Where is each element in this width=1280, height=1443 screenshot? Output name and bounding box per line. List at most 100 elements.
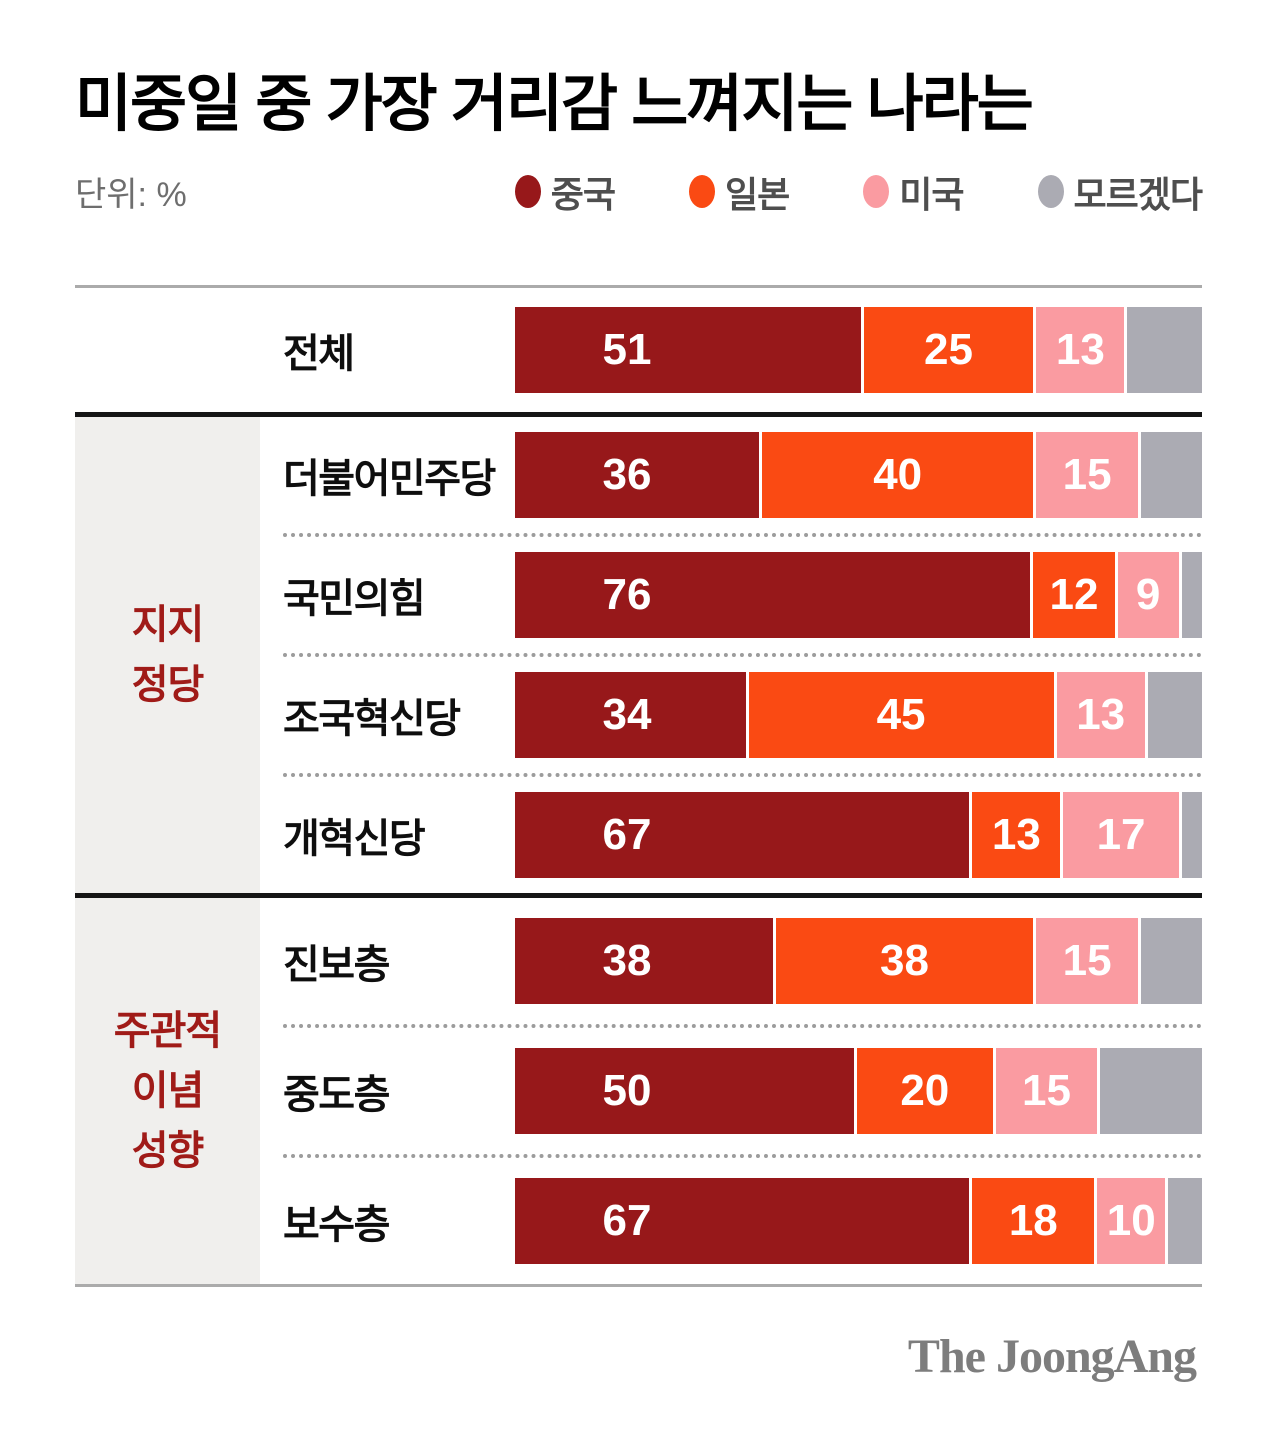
bar-segment-japan: 20 bbox=[857, 1047, 993, 1134]
bar-segment-usa: 15 bbox=[995, 1047, 1098, 1134]
bar-segment-unknown bbox=[1147, 671, 1202, 758]
chart-row: 전체 51 25 13 bbox=[260, 288, 1202, 412]
bar-segment-usa: 17 bbox=[1063, 791, 1179, 878]
row-label: 더불어민주당 bbox=[283, 456, 496, 501]
chart-group: 지지 정당 더불어민주당 36 40 15 국민의힘 76 12 9 조국혁신당 34 45 13 개혁신당… bbox=[75, 416, 1203, 893]
joongang-logo: The JoongAng bbox=[907, 1329, 1197, 1383]
segment-value: 38 bbox=[602, 935, 652, 985]
japan-dot-icon bbox=[689, 175, 716, 209]
stacked-bar: 38 38 15 bbox=[515, 917, 1202, 1004]
divider-gray-bottom bbox=[75, 1283, 1202, 1287]
segment-value: 10 bbox=[1106, 1195, 1156, 1245]
dotted-divider bbox=[283, 532, 1202, 537]
divider-black bbox=[75, 411, 1202, 417]
segment-value: 9 bbox=[1135, 569, 1161, 619]
legend-row: 단위: % 중국 일본 미국 모르겠다 bbox=[75, 166, 1203, 218]
segment-value: 15 bbox=[1062, 935, 1112, 985]
bar-segment-usa: 13 bbox=[1036, 306, 1125, 393]
legend-item-unknown: 모르겠다 bbox=[1037, 166, 1203, 218]
bar-segment-unknown bbox=[1140, 917, 1202, 1004]
bar-segment-unknown bbox=[1168, 1177, 1203, 1264]
china-dot-icon bbox=[514, 175, 541, 209]
segment-value: 67 bbox=[602, 1195, 652, 1245]
bar-segment-china: 76 bbox=[515, 551, 1031, 638]
legend-label-china: 중국 bbox=[550, 173, 616, 215]
bar-segment-usa: 10 bbox=[1097, 1177, 1166, 1264]
segment-value: 51 bbox=[602, 324, 652, 374]
segment-value: 45 bbox=[876, 689, 926, 739]
bar-segment-japan: 38 bbox=[775, 917, 1034, 1004]
bar-segment-china: 50 bbox=[515, 1047, 854, 1134]
chart-group: 주관적 이념 성향 진보층 38 38 15 중도층 50 20 15 보수층 67 18 10 bbox=[75, 897, 1203, 1284]
stacked-bar: 34 45 13 bbox=[515, 671, 1202, 758]
bar-segment-china: 67 bbox=[515, 1177, 970, 1264]
segment-value: 36 bbox=[602, 449, 652, 499]
row-label: 국민의힘 bbox=[283, 576, 426, 621]
bar-segment-usa: 15 bbox=[1036, 431, 1138, 518]
legend: 중국 일본 미국 모르겠다 bbox=[514, 166, 1203, 218]
segment-value: 76 bbox=[602, 569, 652, 619]
row-label: 전체 bbox=[283, 331, 355, 376]
chart-row: 개혁신당 67 13 17 bbox=[260, 777, 1203, 893]
chart-row: 보수층 67 18 10 bbox=[260, 1158, 1203, 1284]
legend-label-usa: 미국 bbox=[899, 173, 964, 215]
segment-value: 13 bbox=[1055, 324, 1105, 374]
bar-segment-unknown bbox=[1181, 551, 1202, 638]
stacked-bar: 76 12 9 bbox=[515, 551, 1202, 638]
legend-label-japan: 일본 bbox=[725, 173, 790, 215]
row-label: 보수층 bbox=[283, 1202, 390, 1247]
segment-value: 67 bbox=[602, 809, 652, 859]
segment-value: 13 bbox=[991, 809, 1041, 859]
unknown-dot-icon bbox=[1037, 175, 1064, 209]
segment-value: 40 bbox=[873, 449, 923, 499]
bar-segment-japan: 12 bbox=[1033, 551, 1115, 638]
page-title: 미중일 중 가장 거리감 느껴지는 나라는 bbox=[75, 70, 1034, 139]
segment-value: 25 bbox=[924, 324, 973, 374]
legend-item-japan: 일본 bbox=[689, 166, 790, 218]
bar-segment-unknown bbox=[1100, 1047, 1202, 1134]
row-label: 조국혁신당 bbox=[283, 696, 461, 741]
group-rows: 전체 51 25 13 bbox=[260, 288, 1202, 412]
segment-value: 13 bbox=[1076, 689, 1126, 739]
bar-segment-usa: 15 bbox=[1036, 917, 1138, 1004]
bar-segment-usa: 13 bbox=[1056, 671, 1145, 758]
bar-segment-japan: 25 bbox=[863, 306, 1034, 393]
segment-value: 15 bbox=[1021, 1065, 1071, 1115]
segment-value: 18 bbox=[1008, 1195, 1058, 1245]
bar-segment-japan: 45 bbox=[748, 671, 1054, 758]
stacked-bar-chart: 전체 51 25 13 지지 정당 더불어민주당 36 40 15 국민의힘 76 12 9 조국혁신당 34… bbox=[75, 284, 1203, 1287]
divider-gray-top bbox=[75, 284, 1202, 288]
stacked-bar: 50 20 15 bbox=[515, 1047, 1202, 1134]
group-label: 지지 정당 bbox=[131, 602, 205, 707]
legend-label-unknown: 모르겠다 bbox=[1073, 173, 1203, 215]
bar-segment-unknown bbox=[1127, 306, 1202, 393]
bar-segment-china: 67 bbox=[515, 791, 970, 878]
bar-segment-unknown bbox=[1140, 431, 1202, 518]
dotted-divider bbox=[283, 772, 1202, 777]
segment-value: 17 bbox=[1096, 809, 1146, 859]
bar-segment-japan: 13 bbox=[972, 791, 1061, 878]
legend-item-usa: 미국 bbox=[863, 166, 965, 218]
footer: The JoongAng bbox=[75, 1329, 1202, 1384]
row-label: 개혁신당 bbox=[283, 816, 426, 861]
unit-label: 단위: % bbox=[75, 176, 187, 215]
segment-value: 20 bbox=[900, 1065, 950, 1115]
segment-value: 12 bbox=[1049, 569, 1099, 619]
group-label: 주관적 이념 성향 bbox=[113, 1008, 222, 1173]
dotted-divider bbox=[283, 652, 1202, 657]
group-column bbox=[75, 288, 260, 412]
segment-value: 34 bbox=[602, 689, 652, 739]
row-label: 진보층 bbox=[283, 942, 390, 987]
segment-value: 15 bbox=[1062, 449, 1112, 499]
bar-segment-china: 34 bbox=[515, 671, 746, 758]
bar-segment-china: 51 bbox=[515, 306, 861, 393]
bar-segment-japan: 40 bbox=[762, 431, 1034, 518]
legend-item-china: 중국 bbox=[514, 166, 616, 218]
bar-segment-japan: 18 bbox=[972, 1177, 1095, 1264]
row-label: 중도층 bbox=[283, 1072, 390, 1117]
dotted-divider bbox=[283, 1023, 1202, 1028]
usa-dot-icon bbox=[863, 175, 890, 209]
chart-row: 진보층 38 38 15 bbox=[260, 898, 1202, 1024]
dotted-divider bbox=[283, 1153, 1202, 1158]
chart-row: 더불어민주당 36 40 15 bbox=[260, 417, 1202, 533]
